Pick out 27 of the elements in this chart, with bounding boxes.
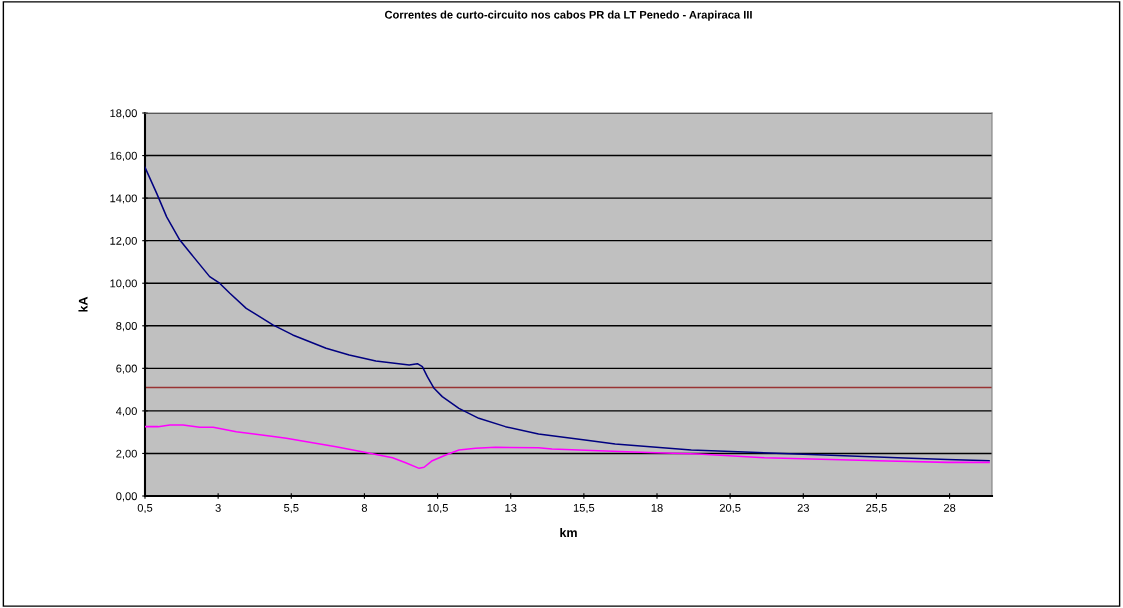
x-tick-label: 3 xyxy=(215,503,221,512)
y-tick-label: 0,00 xyxy=(116,492,137,502)
y-tick-label: 2,00 xyxy=(116,449,137,459)
x-tick-label: 28 xyxy=(943,503,956,512)
x-tick-label: 23 xyxy=(797,503,809,512)
chart-title: Correntes de curto-circuito nos cabos PR da LT Penedo - Arapiraca III xyxy=(384,10,752,21)
x-tick-label: 18 xyxy=(651,503,663,512)
x-tick-label: 20,5 xyxy=(719,503,741,514)
x-tick-label: 8 xyxy=(361,503,368,512)
y-tick-label: 18,00 xyxy=(110,109,137,119)
y-tick-label: 16,00 xyxy=(110,151,137,161)
x-tick-label: 25,5 xyxy=(866,503,887,514)
line-series xyxy=(145,166,990,462)
x-tick-label: 13 xyxy=(505,503,517,512)
x-tick-label: 10,5 xyxy=(427,503,448,514)
y-tick-label: 6,00 xyxy=(116,364,137,374)
y-tick-label: 10,00 xyxy=(110,279,137,289)
y-tick-label: 12,00 xyxy=(110,236,137,247)
y-tick-label: 8,00 xyxy=(116,322,137,332)
line-series xyxy=(145,424,990,470)
x-tick-label: 0,5 xyxy=(137,503,153,514)
y-tick-label: 14,00 xyxy=(110,194,137,204)
x-tick-label: 15,5 xyxy=(573,504,595,514)
x-axis-title: km xyxy=(560,527,577,537)
x-tick-label: 5,5 xyxy=(284,504,299,514)
y-axis-title: kA xyxy=(78,296,88,312)
y-tick-label: 4,00 xyxy=(115,407,137,417)
